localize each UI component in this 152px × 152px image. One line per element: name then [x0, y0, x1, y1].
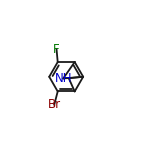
- Text: F: F: [53, 43, 60, 56]
- Text: NH: NH: [54, 72, 72, 85]
- Text: Br: Br: [48, 98, 61, 111]
